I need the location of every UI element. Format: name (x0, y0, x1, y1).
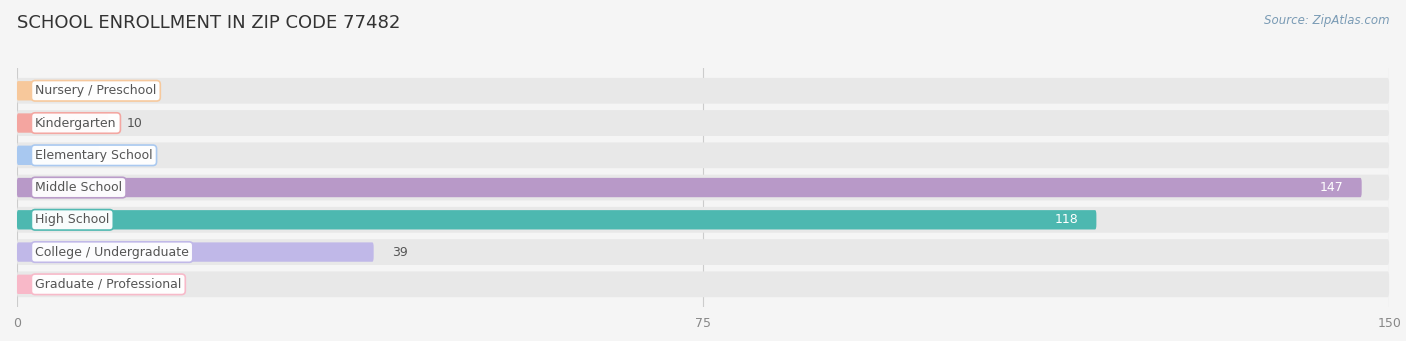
Text: 39: 39 (392, 246, 408, 258)
Text: 147: 147 (1320, 181, 1343, 194)
FancyBboxPatch shape (17, 275, 39, 294)
Text: Graduate / Professional: Graduate / Professional (35, 278, 181, 291)
Text: SCHOOL ENROLLMENT IN ZIP CODE 77482: SCHOOL ENROLLMENT IN ZIP CODE 77482 (17, 14, 401, 32)
Text: Middle School: Middle School (35, 181, 122, 194)
FancyBboxPatch shape (17, 143, 1389, 168)
Text: College / Undergraduate: College / Undergraduate (35, 246, 188, 258)
FancyBboxPatch shape (17, 242, 374, 262)
Text: 9: 9 (118, 149, 125, 162)
Text: Elementary School: Elementary School (35, 149, 153, 162)
Text: 0: 0 (53, 278, 62, 291)
FancyBboxPatch shape (17, 81, 39, 101)
FancyBboxPatch shape (17, 146, 100, 165)
Text: 10: 10 (127, 117, 142, 130)
Text: 118: 118 (1054, 213, 1078, 226)
FancyBboxPatch shape (17, 210, 1097, 229)
FancyBboxPatch shape (17, 207, 1389, 233)
Text: High School: High School (35, 213, 110, 226)
FancyBboxPatch shape (17, 178, 1361, 197)
Text: Kindergarten: Kindergarten (35, 117, 117, 130)
FancyBboxPatch shape (17, 110, 1389, 136)
FancyBboxPatch shape (17, 78, 1389, 104)
FancyBboxPatch shape (17, 113, 108, 133)
Text: 0: 0 (53, 84, 62, 97)
FancyBboxPatch shape (17, 271, 1389, 297)
Text: Nursery / Preschool: Nursery / Preschool (35, 84, 156, 97)
Text: Source: ZipAtlas.com: Source: ZipAtlas.com (1264, 14, 1389, 27)
FancyBboxPatch shape (17, 175, 1389, 201)
FancyBboxPatch shape (17, 239, 1389, 265)
